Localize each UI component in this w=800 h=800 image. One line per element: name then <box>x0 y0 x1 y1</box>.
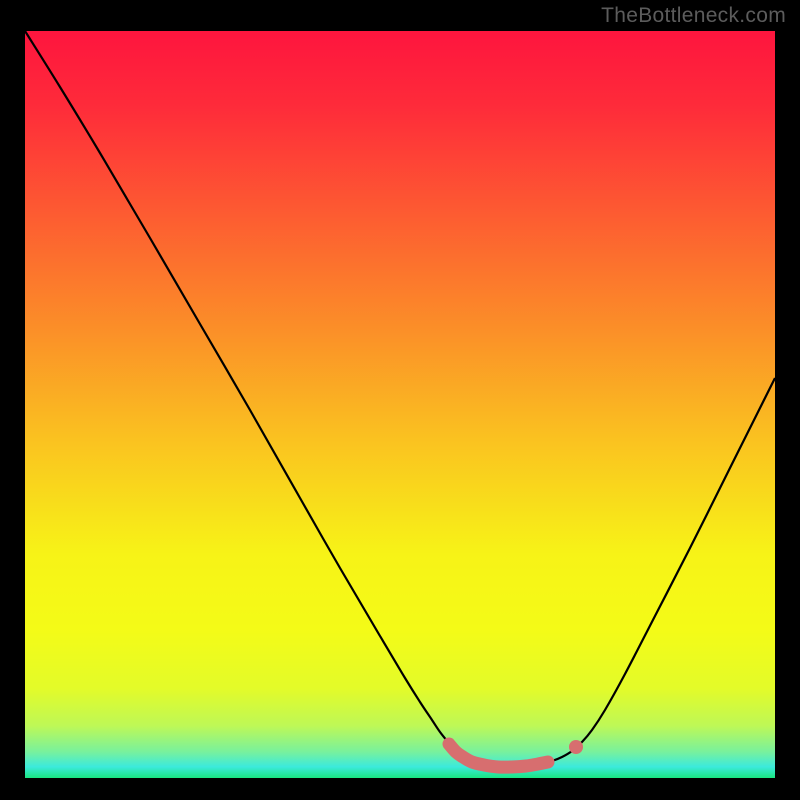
watermark-text: TheBottleneck.com <box>601 4 786 28</box>
plot-background <box>25 31 775 778</box>
chart-root: TheBottleneck.com <box>0 0 800 800</box>
bottleneck-plot <box>0 0 800 800</box>
highlight-dot <box>569 740 583 754</box>
